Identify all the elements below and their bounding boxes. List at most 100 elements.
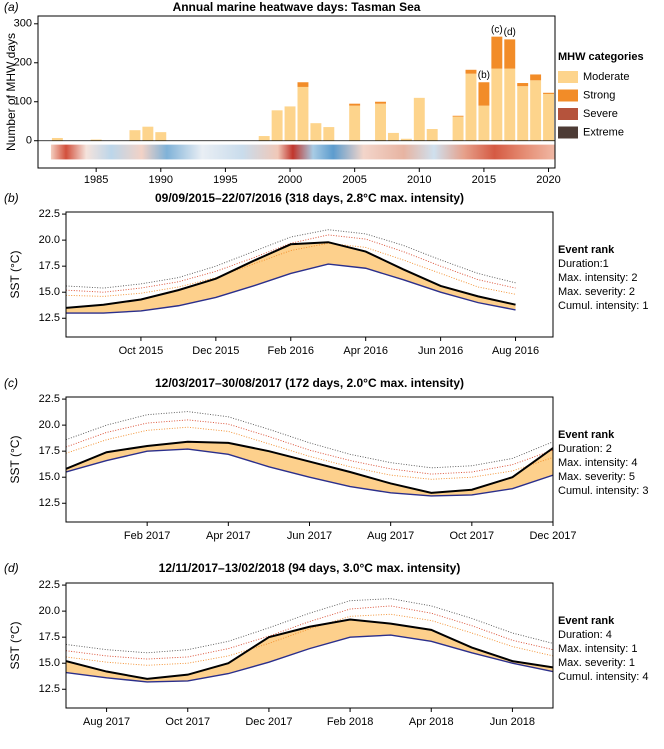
bar-segment [129,130,141,141]
plot-frame [65,211,554,338]
event-fill [66,242,516,314]
legend-label: Severe [583,108,618,120]
x-tick-label: Aug 2017 [367,530,414,542]
x-tick-label: Oct 2015 [119,345,164,357]
bar-segment [323,127,335,141]
sst-line [66,241,516,309]
y-tick-label: 15.0 [39,657,60,669]
y-tick-label: 17.5 [39,631,60,643]
x-tick-label: 1985 [84,174,108,186]
climatology-line [66,634,553,683]
plot-area [66,411,553,497]
bar-segment [530,74,542,81]
bar-segment [517,86,529,141]
bar-segment [310,123,322,141]
bar-segment [517,83,529,87]
legend-swatch [558,89,578,102]
y-tick-label: 15.0 [39,471,60,483]
bar-segment [297,82,309,87]
bar-segment [452,116,464,141]
panel-label: (c) [4,376,18,390]
sst-line [66,618,553,680]
sst-line [66,440,553,494]
bar-segment [452,115,464,117]
x-tick-label: 1995 [213,174,237,186]
x-tick-label: 1990 [149,174,173,186]
legend-swatch [558,71,578,83]
annotation: (c) [491,24,503,35]
panel-label: (b) [4,191,19,205]
bar-segment [142,126,154,141]
threshold-line [66,598,553,654]
rank-line: Max. intensity: 1 [558,643,637,655]
rank-line: Cumul. intensity: 4 [558,671,648,683]
y-tick-label: 300 [14,18,32,30]
legend-label: Strong [583,89,615,101]
plot-area [66,598,553,683]
bar-segment [297,86,309,141]
legend-label: Extreme [583,126,624,138]
y-axis-label: SST (°C) [8,436,22,484]
rank-line: Max. severity: 2 [558,286,635,298]
x-tick-label: Dec 2017 [245,716,292,728]
threshold-line [66,419,553,475]
y-axis-label: SST (°C) [8,622,22,670]
y-tick-label: 17.5 [39,260,60,272]
threshold-line [66,605,553,660]
y-tick-label: 20.0 [39,605,60,617]
panel-label: (a) [4,0,19,14]
x-tick-label: Oct 2017 [165,716,210,728]
bar-segment [543,93,554,141]
x-tick-label: Dec 2017 [529,530,576,542]
threshold-line [66,234,516,293]
climatology-line [66,448,553,497]
y-axis-label: SST (°C) [8,251,22,299]
legend-label: Moderate [583,71,629,83]
bar-segment [465,73,477,141]
bar-segment [478,82,490,106]
y-tick-label: 200 [14,57,32,69]
x-tick-label: Jun 2016 [418,345,463,357]
x-tick-label: Oct 2017 [450,530,495,542]
plot-frame [65,396,554,523]
rank-title: Event rank [558,429,615,441]
bar-segment [155,132,167,141]
x-tick-label: 2015 [472,174,496,186]
rank-line: Max. severity: 1 [558,657,635,669]
x-tick-label: Feb 2016 [268,345,314,357]
rank-title: Event rank [558,244,615,256]
bar-segment [491,68,503,141]
chart-title: 12/11/2017–13/02/2018 (94 days, 3.0°C ma… [159,561,461,575]
x-tick-label: 2020 [536,174,560,186]
bar-segment [400,138,412,141]
y-axis-label: Number of MHW days [4,33,18,151]
y-tick-label: 0 [26,135,32,147]
bar-segment [478,105,490,141]
y-tick-label: 22.5 [39,393,60,405]
plot-frame [65,582,554,709]
x-tick-label: Apr 2017 [206,530,251,542]
bar-segment [504,39,516,69]
annotation: (d) [504,27,516,38]
bar-segment [349,105,361,141]
x-tick-label: Feb 2018 [327,716,373,728]
x-tick-label: Jun 2018 [490,716,535,728]
rank-line: Duration: 2 [558,443,612,455]
event-fill [66,619,553,682]
bar-segment [504,68,516,141]
x-tick-label: Aug 2017 [83,716,130,728]
threshold-line [66,229,516,289]
y-tick-label: 22.5 [39,579,60,591]
x-tick-label: Feb 2017 [124,530,170,542]
bar-segment [530,80,542,141]
legend-title: MHW categories [558,51,644,63]
chart-title: 12/03/2017–30/08/2017 (172 days, 2.0°C m… [155,376,464,390]
rank-line: Duration: 4 [558,629,612,641]
chart-title: 09/09/2015–22/07/2016 (318 days, 2.8°C m… [155,191,464,205]
legend-swatch [558,108,578,120]
rank-line: Duration:1 [558,258,609,270]
y-tick-label: 12.5 [39,497,60,509]
x-tick-label: Dec 2015 [192,345,239,357]
rank-line: Cumul. intensity: 1 [558,300,648,312]
anomaly-strip [50,144,556,160]
